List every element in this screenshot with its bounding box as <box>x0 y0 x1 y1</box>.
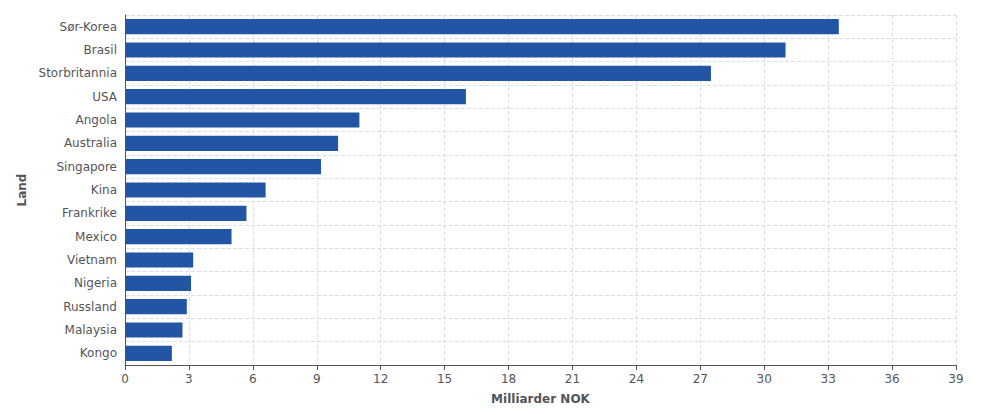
svg-text:Malaysia: Malaysia <box>65 323 117 337</box>
svg-text:30: 30 <box>757 372 772 386</box>
svg-text:Russland: Russland <box>63 300 117 314</box>
svg-text:Nigeria: Nigeria <box>74 276 117 290</box>
svg-text:Singapore: Singapore <box>56 160 117 174</box>
svg-text:39: 39 <box>948 372 963 386</box>
svg-text:Angola: Angola <box>76 113 117 127</box>
svg-text:Frankrike: Frankrike <box>62 206 117 220</box>
svg-text:27: 27 <box>693 372 708 386</box>
svg-text:Vietnam: Vietnam <box>67 253 117 267</box>
svg-text:Mexico: Mexico <box>75 230 117 244</box>
svg-text:15: 15 <box>437 372 452 386</box>
svg-text:Kina: Kina <box>91 183 117 197</box>
svg-text:18: 18 <box>501 372 516 386</box>
svg-text:33: 33 <box>821 372 836 386</box>
svg-text:Storbritannia: Storbritannia <box>39 66 117 80</box>
svg-text:24: 24 <box>629 372 644 386</box>
svg-text:Australia: Australia <box>64 136 117 150</box>
svg-text:Sør-Korea: Sør-Korea <box>60 20 117 34</box>
svg-text:USA: USA <box>92 90 118 104</box>
svg-text:21: 21 <box>565 372 580 386</box>
svg-text:Kongo: Kongo <box>80 346 117 360</box>
svg-text:Brasil: Brasil <box>84 43 117 57</box>
svg-text:3: 3 <box>185 372 193 386</box>
svg-text:6: 6 <box>249 372 257 386</box>
svg-text:Milliarder NOK: Milliarder NOK <box>491 392 590 406</box>
svg-text:12: 12 <box>373 372 388 386</box>
svg-text:Land: Land <box>15 174 29 207</box>
svg-text:0: 0 <box>121 372 129 386</box>
svg-text:9: 9 <box>313 372 321 386</box>
svg-text:36: 36 <box>884 372 899 386</box>
